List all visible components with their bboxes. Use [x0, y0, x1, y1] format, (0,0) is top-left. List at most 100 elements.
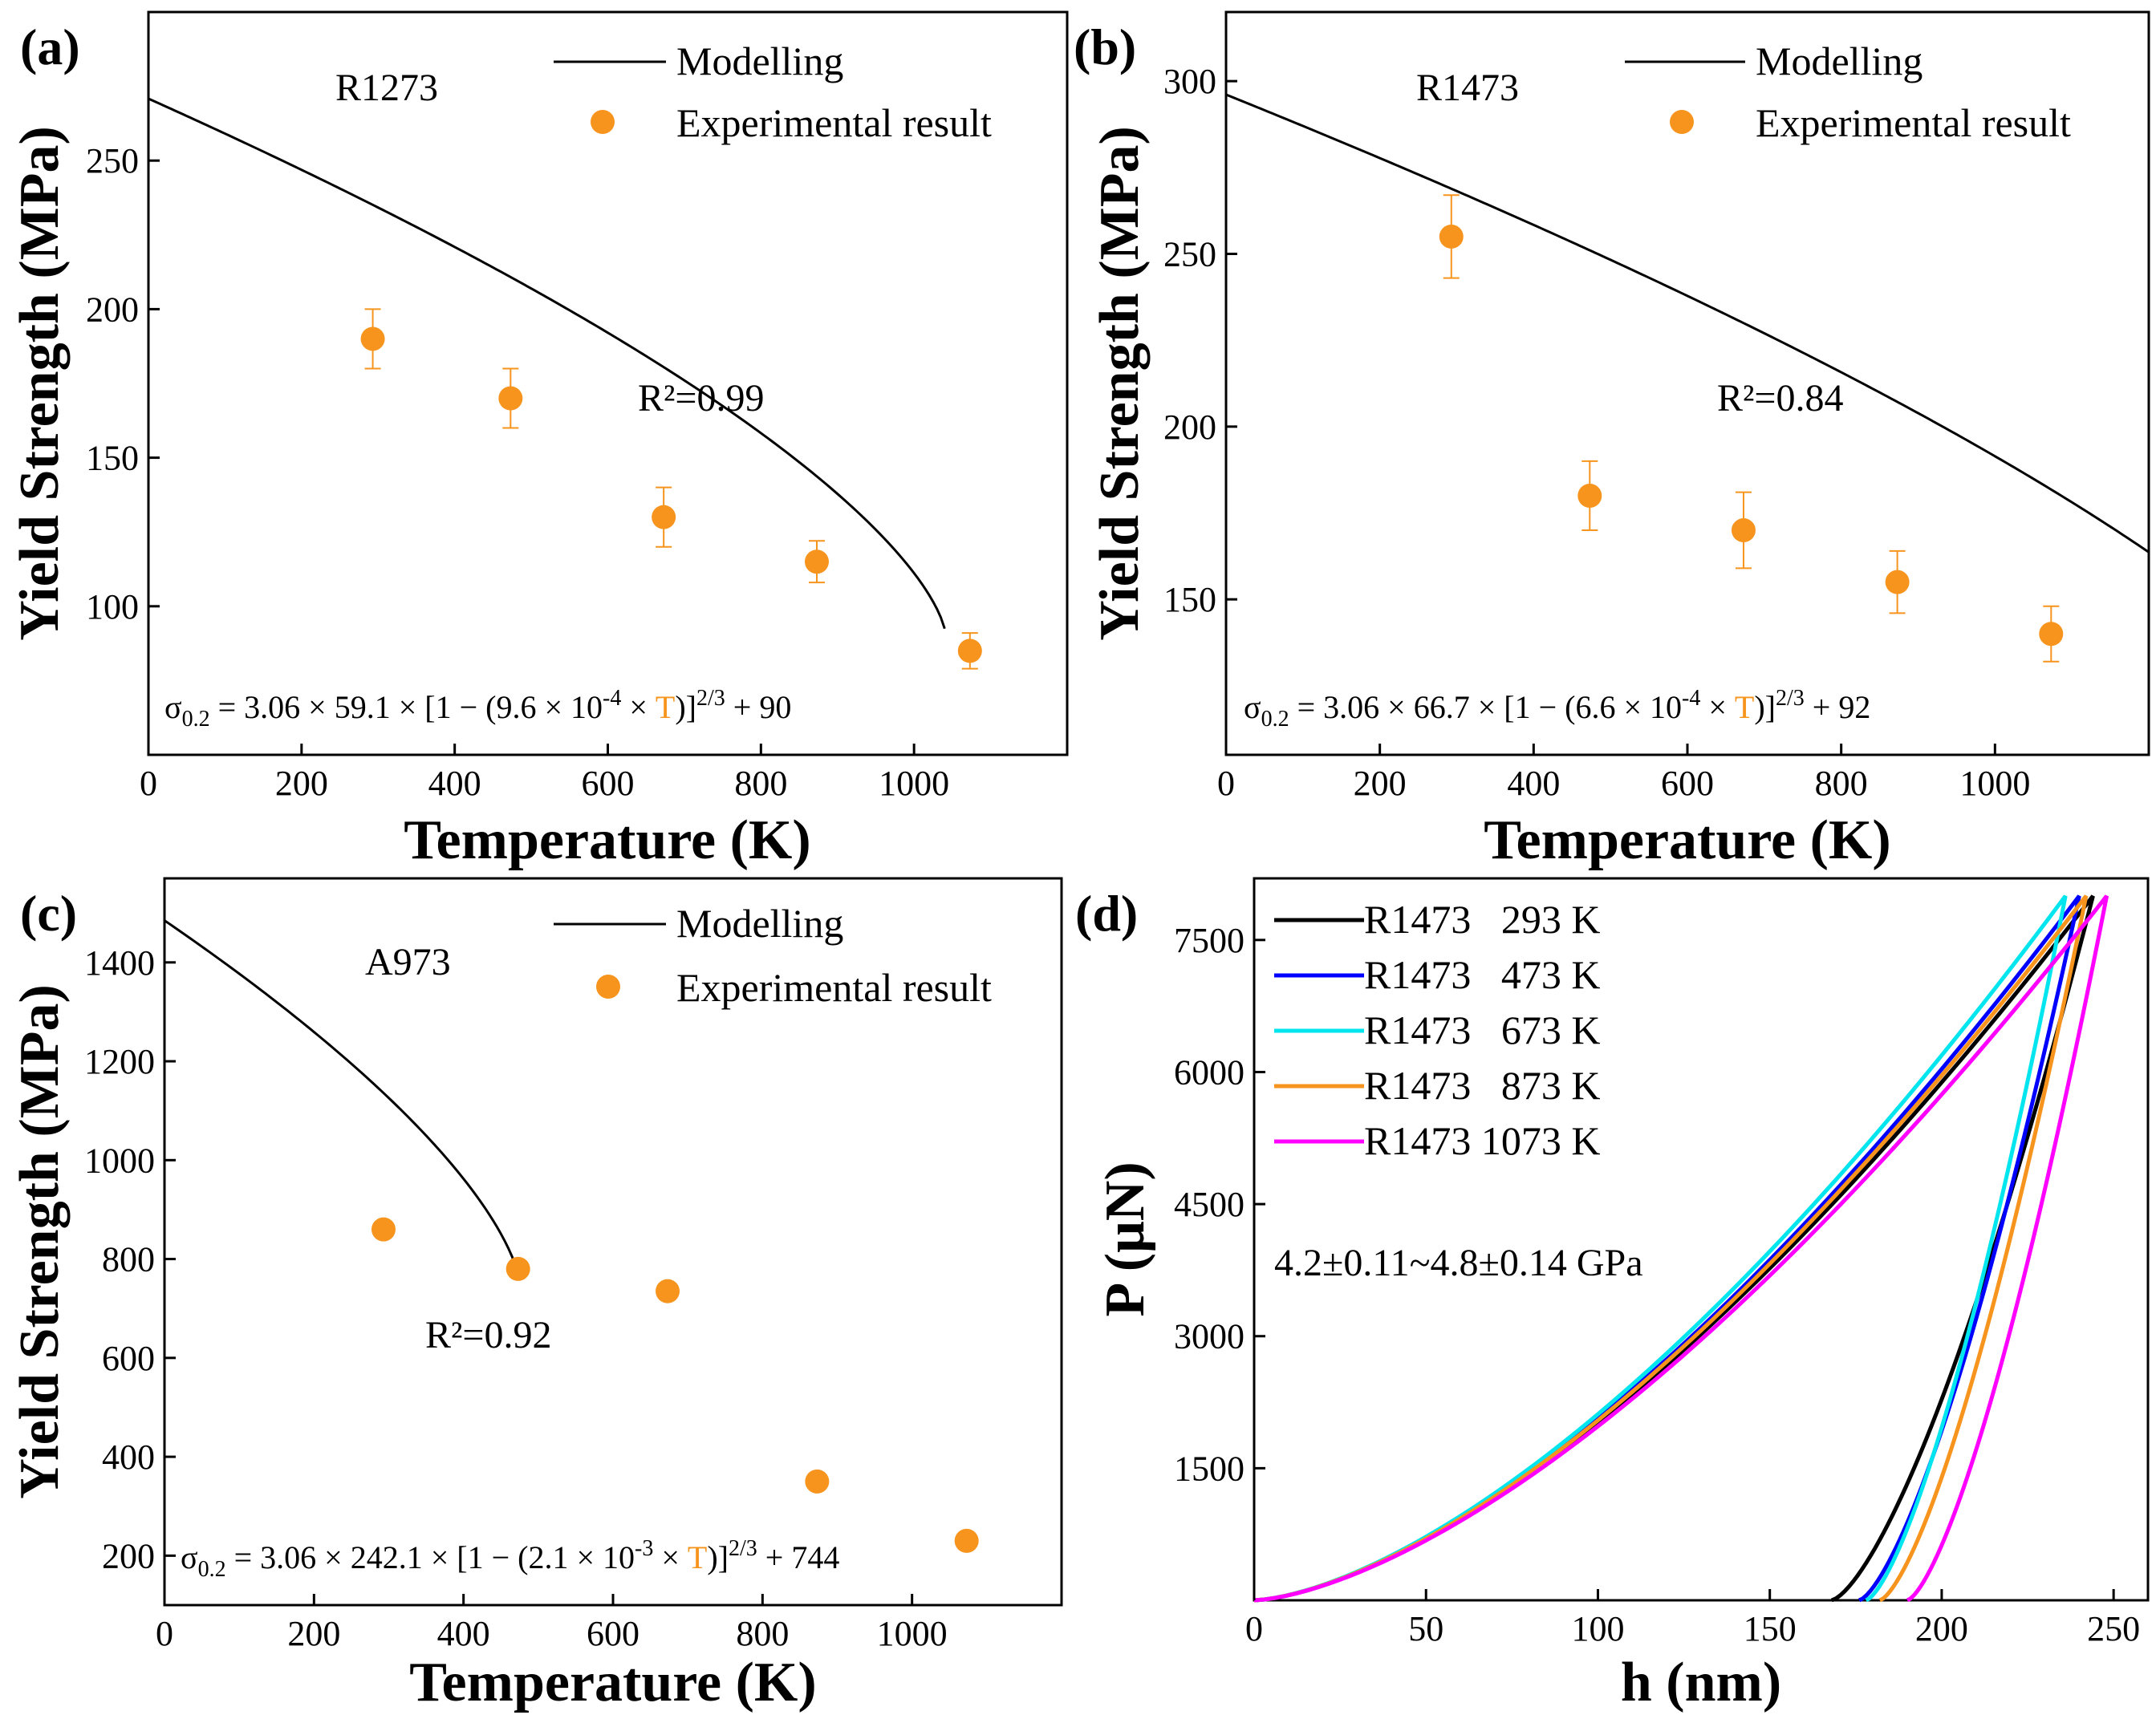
legend-marker-icon — [1670, 110, 1694, 134]
x-tick-label: 800 — [736, 1614, 789, 1653]
panel-label: (b) — [1074, 18, 1136, 75]
r-squared-label: R²=0.84 — [1717, 377, 1843, 420]
legend-modelling: Modelling — [676, 39, 843, 83]
y-axis-title: P (μN) — [1094, 1162, 1156, 1316]
x-axis-title: Temperature (K) — [404, 809, 810, 871]
legend-marker-icon — [596, 975, 620, 999]
panel-label: (a) — [20, 18, 80, 75]
modelling-curve — [1225, 93, 2150, 553]
y-tick-label: 150 — [1163, 580, 1216, 619]
load-curve — [1253, 894, 2109, 1603]
data-point — [506, 1256, 530, 1281]
y-tick-label: 1400 — [84, 943, 155, 983]
panel-label: (d) — [1075, 885, 1138, 942]
x-axis-title: Temperature (K) — [1484, 809, 1890, 871]
x-tick-label: 600 — [582, 764, 635, 803]
x-tick-label: 0 — [156, 1614, 173, 1653]
legend-experimental: Experimental result — [676, 100, 992, 145]
legend-entry: R1473 1073 K — [1364, 1118, 1600, 1163]
data-point — [371, 1217, 396, 1242]
hardness-annotation: 4.2±0.11~4.8±0.14 GPa — [1274, 1242, 1643, 1284]
sample-label: A973 — [365, 941, 451, 983]
load-curve — [1253, 894, 2068, 1603]
x-tick-label: 400 — [437, 1614, 490, 1653]
y-tick-label: 4500 — [1174, 1185, 1244, 1224]
x-tick-label: 50 — [1408, 1609, 1443, 1648]
legend-entry: R1473 673 K — [1364, 1008, 1600, 1052]
y-axis-title: Yield Strength (MPa) — [9, 984, 71, 1499]
x-tick-label: 400 — [1507, 764, 1560, 803]
panel-c: (c) A973 0 200 400 600 800 100020040060080010… — [9, 877, 1063, 1713]
y-axis-title: Yield Strength (MPa) — [9, 126, 71, 641]
data-point — [1731, 518, 1756, 543]
formula-label: σ0.2 = 3.06 × 59.1 × [1 − (9.6 × 10-4 × … — [164, 686, 791, 732]
r-squared-label: R²=0.99 — [638, 377, 764, 420]
y-tick-label: 250 — [86, 141, 139, 180]
data-point — [1885, 570, 1910, 594]
x-axis-title: Temperature (K) — [409, 1652, 816, 1713]
formula-label: σ0.2 = 3.06 × 242.1 × [1 − (2.1 × 10-3 ×… — [181, 1536, 839, 1582]
x-tick-label: 0 — [1217, 764, 1235, 803]
modelling-curve — [148, 97, 946, 630]
sample-label: R1473 — [1416, 67, 1519, 109]
y-tick-label: 400 — [102, 1437, 155, 1477]
legend-modelling: Modelling — [1756, 39, 1923, 83]
data-point — [805, 1469, 830, 1494]
x-tick-label: 200 — [275, 764, 328, 803]
y-tick-label: 1000 — [84, 1141, 155, 1180]
x-axis-title: h (nm) — [1621, 1652, 1781, 1713]
data-point — [804, 549, 829, 574]
y-tick-label: 800 — [102, 1240, 155, 1279]
data-point — [360, 326, 385, 351]
x-tick-label: 250 — [2087, 1609, 2140, 1648]
data-point — [954, 1528, 979, 1553]
data-point — [652, 505, 676, 529]
x-tick-label: 1000 — [877, 1614, 948, 1653]
y-axis-title: Yield Strength (MPa) — [1089, 126, 1151, 641]
y-tick-label: 250 — [1163, 234, 1216, 274]
panel-b: (b) R1473 0 200 400 600 800 1000150200250300 … — [1074, 10, 2150, 871]
plot-frame — [1253, 877, 2150, 1602]
y-tick-label: 150 — [86, 439, 139, 478]
data-point — [498, 386, 523, 411]
x-tick-label: 100 — [1571, 1609, 1624, 1648]
y-tick-label: 1500 — [1174, 1449, 1244, 1488]
legend-marker-icon — [591, 110, 615, 134]
y-tick-label: 6000 — [1174, 1052, 1244, 1092]
sample-label: R1273 — [335, 67, 438, 109]
y-tick-label: 600 — [102, 1339, 155, 1378]
y-tick-label: 200 — [1163, 407, 1216, 447]
r-squared-label: R²=0.92 — [425, 1314, 551, 1356]
legend-experimental: Experimental result — [1756, 100, 2071, 145]
x-tick-label: 150 — [1744, 1609, 1797, 1648]
x-tick-label: 800 — [1815, 764, 1868, 803]
formula-label: σ0.2 = 3.06 × 66.7 × [1 − (6.6 × 10-4 × … — [1244, 686, 1870, 732]
x-tick-label: 1000 — [1959, 764, 2030, 803]
x-tick-label: 400 — [428, 764, 481, 803]
y-tick-label: 200 — [86, 290, 139, 329]
x-tick-label: 0 — [1245, 1609, 1263, 1648]
data-point — [656, 1279, 680, 1303]
panel-a: (a) R1273 0 200 400 600 800 1000100150200250 … — [9, 10, 1069, 871]
x-tick-label: 600 — [587, 1614, 639, 1653]
x-tick-label: 600 — [1661, 764, 1714, 803]
y-tick-label: 7500 — [1174, 921, 1244, 960]
x-tick-label: 800 — [734, 764, 787, 803]
x-tick-label: 200 — [287, 1614, 340, 1653]
panel-label: (c) — [20, 885, 77, 942]
x-tick-label: 1000 — [879, 764, 949, 803]
y-tick-label: 300 — [1163, 62, 1216, 101]
modelling-curve — [164, 919, 521, 1281]
x-tick-label: 0 — [140, 764, 157, 803]
legend-entry: R1473 473 K — [1364, 952, 1600, 997]
y-tick-label: 200 — [102, 1536, 155, 1575]
y-tick-label: 3000 — [1174, 1317, 1244, 1356]
x-tick-label: 200 — [1354, 764, 1407, 803]
legend-entry: R1473 293 K — [1364, 897, 1600, 942]
load-curve — [1253, 894, 2089, 1603]
data-point — [1577, 483, 1602, 508]
data-point — [1439, 224, 1464, 249]
legend-entry: R1473 873 K — [1364, 1063, 1600, 1108]
y-tick-label: 1200 — [84, 1042, 155, 1081]
